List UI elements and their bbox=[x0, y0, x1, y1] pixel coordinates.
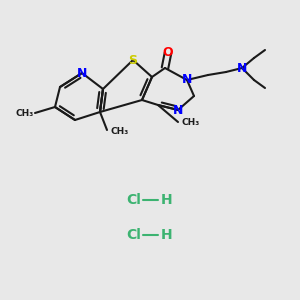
Text: N: N bbox=[173, 103, 183, 116]
Text: N: N bbox=[237, 61, 247, 74]
Text: CH₃: CH₃ bbox=[181, 118, 199, 127]
Text: H: H bbox=[161, 193, 172, 207]
Text: S: S bbox=[128, 53, 137, 67]
Text: N: N bbox=[182, 74, 192, 86]
Text: O: O bbox=[163, 46, 173, 59]
Text: CH₃: CH₃ bbox=[15, 109, 34, 118]
Text: N: N bbox=[77, 67, 87, 80]
Text: Cl: Cl bbox=[126, 228, 141, 242]
Text: H: H bbox=[161, 228, 172, 242]
Text: CH₃: CH₃ bbox=[110, 127, 128, 136]
Text: Cl: Cl bbox=[126, 193, 141, 207]
